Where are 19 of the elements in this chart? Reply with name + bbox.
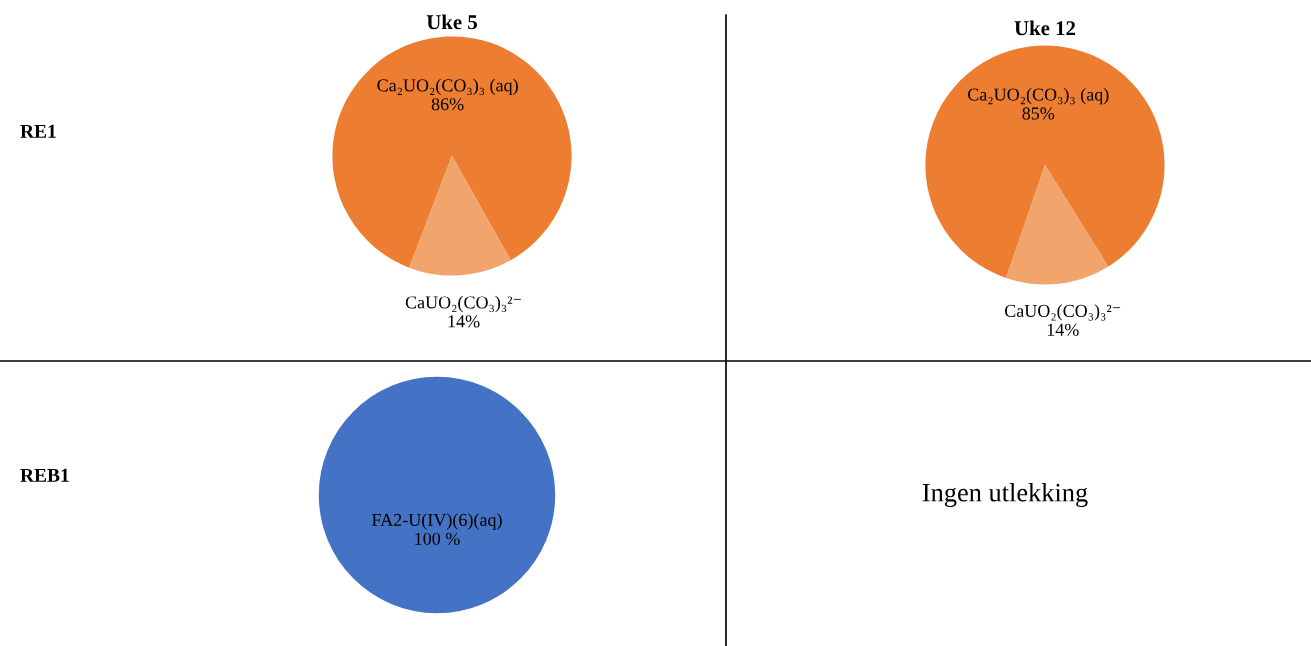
slice-label: CaUO₂(CO₃)₃²⁻ [1004, 304, 1121, 321]
data-label: 14% [448, 315, 480, 328]
pie-slice [925, 45, 1165, 279]
pie-slice [409, 156, 511, 276]
text: REB1 [20, 468, 69, 482]
pie-slice [1006, 165, 1109, 285]
text: Ingen utlekking [922, 483, 1088, 507]
chart-title: Uke 12 [1014, 20, 1076, 36]
data-label: 14% [1047, 323, 1079, 336]
text: RE1 [20, 124, 56, 138]
data-label: 85% [1022, 107, 1055, 120]
slice-label: CaUO₂(CO₃)₃²⁻ [405, 295, 521, 313]
data-label: 86% [431, 98, 464, 111]
slice-label: FA2-U(IV)(6)(aq) [372, 513, 502, 530]
data-label: 100 % [415, 532, 460, 545]
slice-label: Ca₂UO₂(CO₃)₃ (aq) [377, 78, 518, 96]
pie-slice [332, 36, 572, 268]
slice-label: Ca₂UO₂(CO₃)₃ (aq) [968, 87, 1109, 105]
chart-title: Uke 5 [426, 14, 477, 30]
